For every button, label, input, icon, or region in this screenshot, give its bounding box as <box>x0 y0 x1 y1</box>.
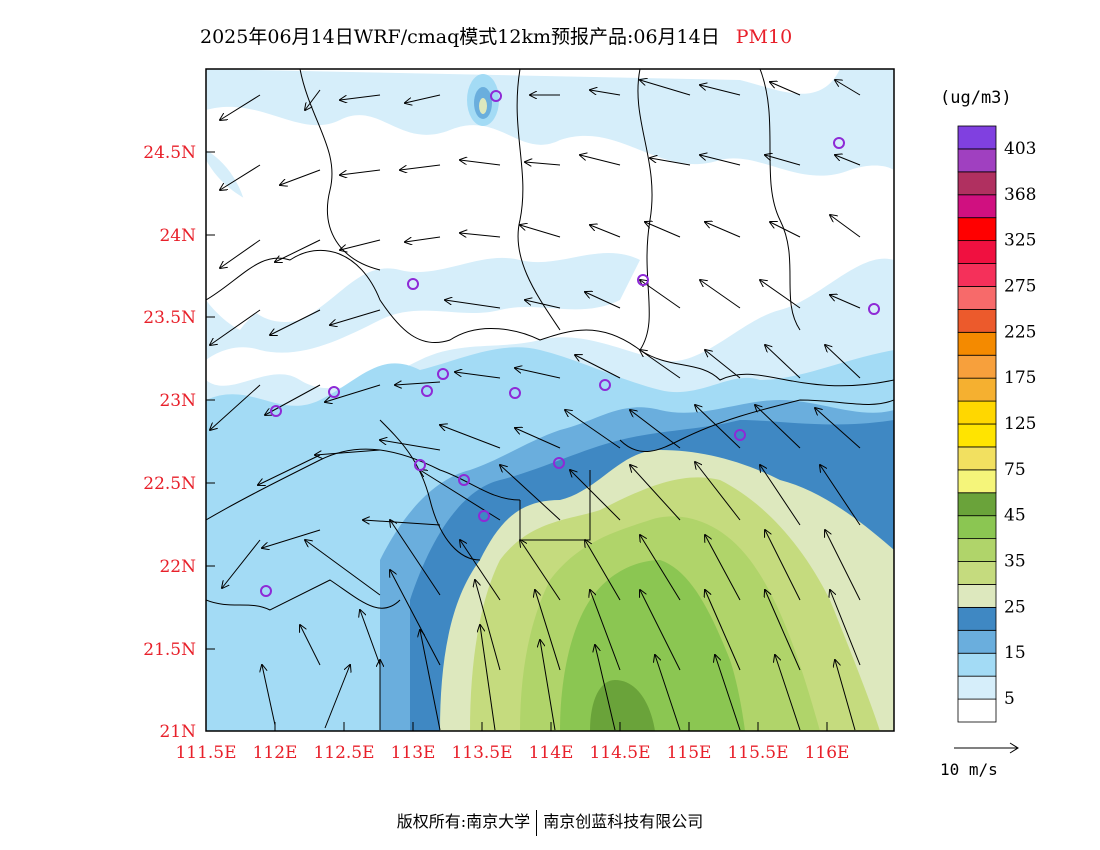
wind-key-label: 10 m/s <box>940 760 998 779</box>
wind-key-arrow <box>954 742 1019 754</box>
y-tick-label: 22.5N <box>143 474 196 494</box>
legend-label: 15 <box>1004 643 1026 663</box>
axis-ticks <box>205 151 828 732</box>
legend-swatch <box>957 652 997 677</box>
y-tick-label: 21N <box>159 722 196 742</box>
color-legend: (ug/m3) 5 15 25 35 45 75 125 175 225 275 325 368 403 <box>940 88 1070 728</box>
x-tick-label: 114.5E <box>589 743 650 763</box>
legend-bar: 5 15 25 35 45 75 125 175 225 275 325 368 403 <box>957 125 1036 723</box>
y-axis-labels: 21N 21.5N 22N 22.5N 23N 23.5N 24N 24.5N <box>143 143 196 742</box>
legend-label: 368 <box>1004 185 1036 205</box>
legend-swatch <box>957 538 997 562</box>
legend-swatch <box>957 629 997 654</box>
legend-label: 25 <box>1004 597 1026 617</box>
y-tick-label: 24.5N <box>143 143 196 163</box>
legend-label: 35 <box>1004 552 1026 572</box>
boundary-lines <box>206 69 894 611</box>
legend-label: 403 <box>1004 139 1036 159</box>
legend-swatch <box>957 561 997 585</box>
legend-label: 5 <box>1004 689 1015 709</box>
legend-swatch <box>957 423 997 448</box>
copyright-left: 版权所有:南京大学 <box>396 812 531 831</box>
x-tick-label: 115.5E <box>727 743 788 763</box>
legend-label: 175 <box>1004 368 1036 388</box>
legend-swatch <box>957 400 997 425</box>
y-tick-label: 22N <box>159 557 196 577</box>
y-tick-label: 23N <box>159 391 196 411</box>
legend-swatch <box>957 308 997 333</box>
legend-swatch <box>957 331 997 356</box>
copyright-right: 南京创蓝科技有限公司 <box>543 812 704 831</box>
x-tick-label: 113E <box>391 743 436 763</box>
legend-swatch <box>957 286 997 310</box>
x-tick-label: 112E <box>253 743 298 763</box>
x-tick-label: 115E <box>667 743 712 763</box>
legend-swatch <box>957 698 997 723</box>
y-tick-label: 21.5N <box>143 640 196 660</box>
chart-title: 2025年06月14日WRF/cmaq模式12km预报产品:06月14日 PM10 <box>200 22 940 52</box>
legend-swatch <box>957 377 997 402</box>
legend-swatch <box>957 240 997 264</box>
legend-label: 125 <box>1004 414 1036 434</box>
legend-swatch <box>957 515 997 540</box>
legend-swatch <box>957 354 997 379</box>
y-tick-label: 23.5N <box>143 308 196 328</box>
x-tick-label: 116E <box>805 743 850 763</box>
legend-label: 325 <box>1004 231 1036 251</box>
pollutant-label: PM10 <box>735 26 793 48</box>
legend-swatch <box>957 263 997 287</box>
legend-swatch <box>957 217 997 242</box>
legend-label: 225 <box>1004 322 1036 342</box>
x-tick-label: 114E <box>529 743 574 763</box>
x-tick-label: 113.5E <box>451 743 512 763</box>
legend-swatch <box>957 675 997 700</box>
concentration-field <box>206 69 894 731</box>
legend-label: 45 <box>1004 506 1026 526</box>
legend-label: 275 <box>1004 276 1036 296</box>
station-markers <box>260 90 880 597</box>
wind-vectors <box>210 80 861 731</box>
copyright-footer: 版权所有:南京大学 南京创蓝科技有限公司 <box>0 808 1100 836</box>
legend-swatch <box>957 446 997 471</box>
y-tick-label: 24N <box>159 226 196 246</box>
legend-unit: (ug/m3) <box>940 88 1012 108</box>
legend-swatch <box>957 492 997 517</box>
x-tick-label: 111.5E <box>175 743 236 763</box>
legend-swatch <box>957 171 997 196</box>
legend-swatch <box>957 125 997 150</box>
wind-scale-key: 10 m/s <box>940 740 1060 780</box>
legend-swatch <box>957 606 997 631</box>
legend-swatch <box>957 584 997 608</box>
legend-swatch <box>957 148 997 173</box>
legend-label: 75 <box>1004 460 1026 480</box>
legend-swatch <box>957 194 997 219</box>
x-axis-labels: 111.5E 112E 112.5E 113E 113.5E 114E 114.… <box>175 743 849 763</box>
title-text: 2025年06月14日WRF/cmaq模式12km预报产品:06月14日 <box>200 26 720 48</box>
footer-divider <box>536 809 538 836</box>
x-tick-label: 112.5E <box>313 743 374 763</box>
legend-swatch <box>957 469 997 494</box>
